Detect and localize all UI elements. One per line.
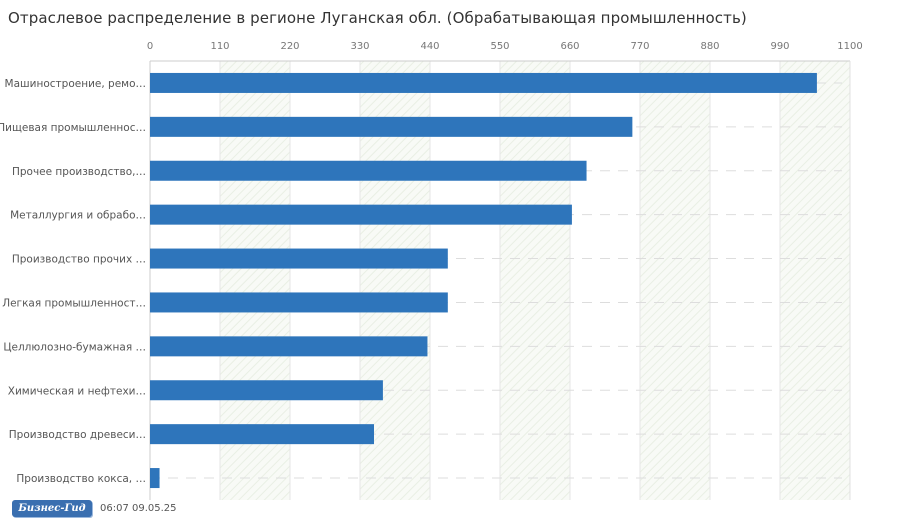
bar[interactable]: [150, 468, 160, 489]
y-tick-label: Металлургия и обрабо…: [10, 210, 146, 222]
grid-band: [640, 61, 710, 500]
y-tick-label: Легкая промышленност…: [2, 297, 146, 309]
x-tick-label: 880: [700, 41, 719, 52]
y-tick-label: Производство кокса, …: [16, 473, 146, 485]
bar[interactable]: [150, 248, 448, 269]
bar[interactable]: [150, 72, 817, 93]
bar[interactable]: [150, 380, 383, 401]
x-tick-label: 110: [210, 41, 229, 52]
y-tick-label: Химическая и нефтехи…: [8, 385, 146, 397]
bar-chart: 0 110 220 330 440 550 660 770 880 990 1100 Машиност…: [0, 41, 863, 500]
x-tick-label: 1100: [837, 41, 862, 52]
bar[interactable]: [150, 204, 572, 225]
y-tick-label: Прочее производство,…: [12, 166, 146, 178]
x-tick-label: 770: [630, 41, 649, 52]
bar[interactable]: [150, 336, 428, 357]
x-tick-label: 990: [770, 41, 789, 52]
y-tick-label: Производство прочих …: [12, 254, 146, 266]
x-tick-label: 330: [350, 41, 369, 52]
chart-title: Отраслевое распределение в регионе Луган…: [8, 9, 747, 27]
x-tick-label: 550: [490, 41, 509, 52]
y-tick-label: Производство древеси…: [9, 429, 146, 441]
timestamp: 06:07 09.05.25: [100, 503, 177, 514]
grid-band: [780, 61, 850, 500]
x-tick-label: 220: [280, 41, 299, 52]
x-tick-label: 440: [420, 41, 439, 52]
brand-logo[interactable]: Бизнес-Гид: [12, 500, 92, 517]
x-tick-label: 0: [147, 41, 153, 52]
bar[interactable]: [150, 116, 633, 137]
x-tick-label: 660: [560, 41, 579, 52]
y-tick-label: Машиностроение, ремо…: [5, 78, 146, 90]
y-tick-label: Целлюлозно-бумажная …: [3, 341, 146, 353]
footer: Бизнес-Гид 06:07 09.05.25: [12, 500, 177, 517]
bar[interactable]: [150, 424, 374, 445]
bar[interactable]: [150, 292, 448, 313]
y-tick-label: Пищевая промышленнос…: [0, 122, 146, 134]
bar[interactable]: [150, 160, 587, 181]
